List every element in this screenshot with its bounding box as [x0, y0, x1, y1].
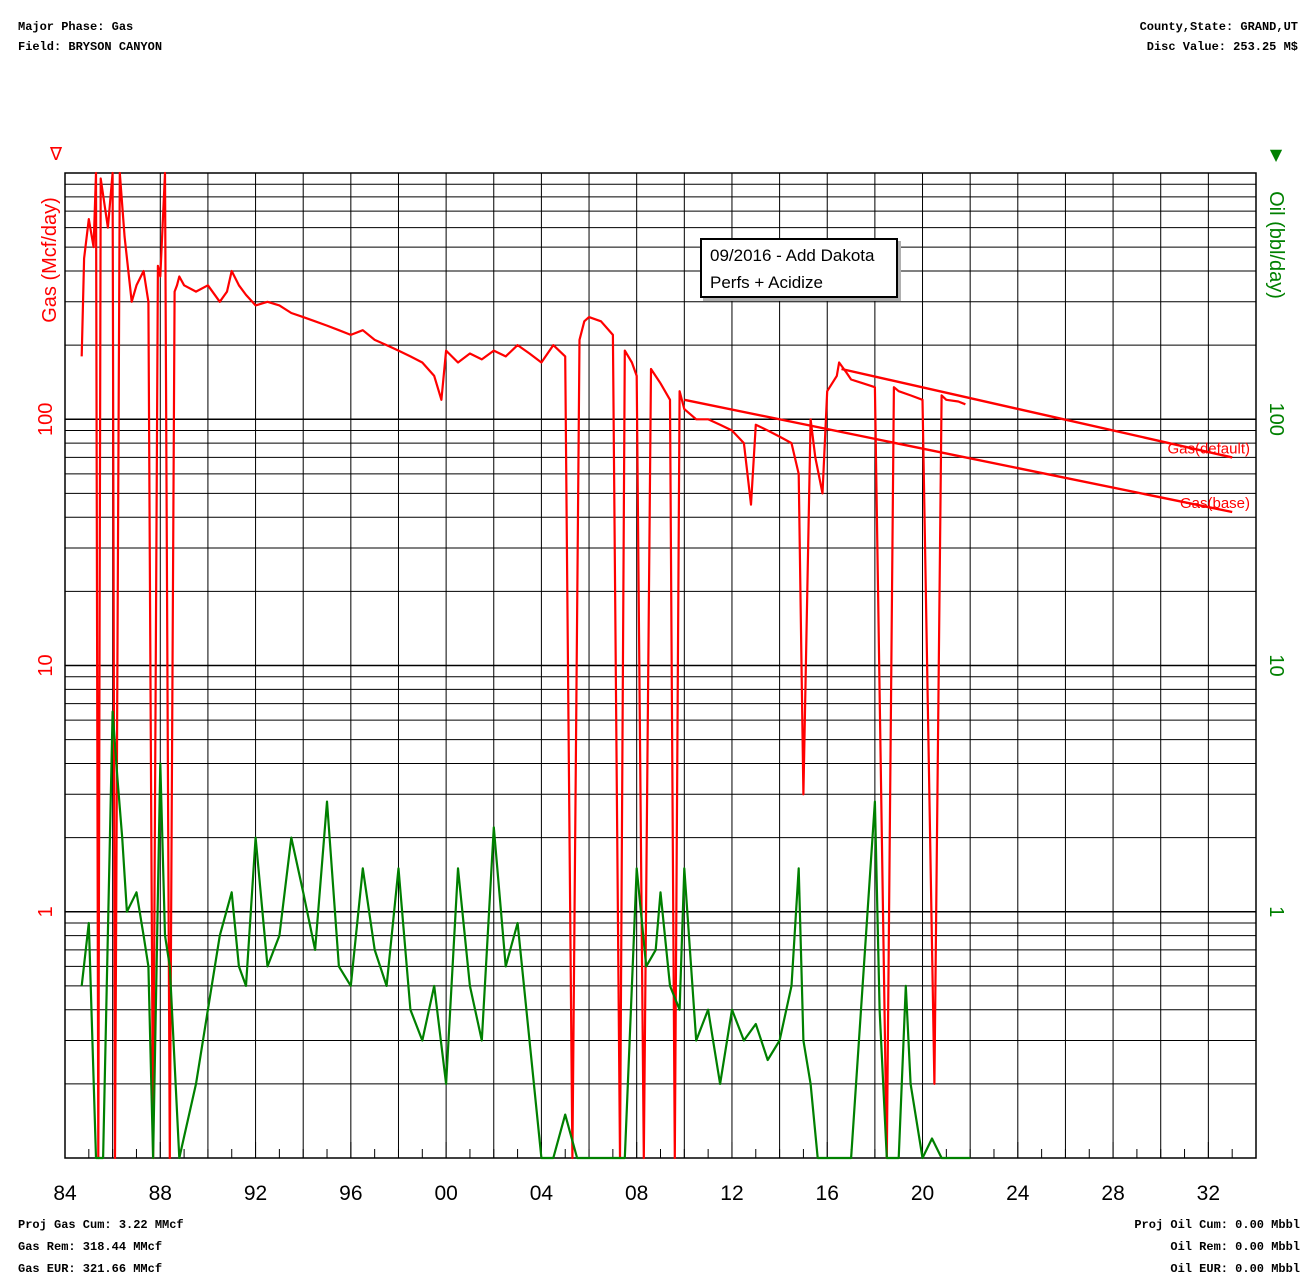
- tick-labels: 84 88 92 96 00 04 08 12 16 20 24 28 32 1 1 10 10 100 100 Ga…: [35, 403, 1287, 1205]
- x-tick-label: 96: [339, 1182, 362, 1205]
- gas-eur: Gas EUR: 321.66 MMcf: [18, 1262, 163, 1276]
- y-tick-label-left: 10: [35, 654, 57, 676]
- y-tick-label-right: 10: [1265, 654, 1287, 676]
- x-tick-label: 92: [244, 1182, 267, 1205]
- x-tick-label: 08: [625, 1182, 648, 1205]
- forecast-label: Gas(base): [1180, 495, 1250, 512]
- major-phase: Major Phase: Gas: [18, 20, 134, 34]
- x-tick-label: 88: [149, 1182, 172, 1205]
- series-layer: [80, 171, 1233, 1160]
- series-line-gas: [80, 171, 966, 1160]
- y-tick-label-right: 1: [1265, 906, 1287, 917]
- x-tick-label: 16: [816, 1182, 839, 1205]
- proj-gas-cum: Proj Gas Cum: 3.22 MMcf: [18, 1218, 184, 1232]
- oil-eur: Oil EUR: 0.00 Mbbl: [1170, 1262, 1300, 1276]
- forecast-label: Gas(default): [1167, 440, 1250, 457]
- annotation-line-2: Perfs + Acidize: [710, 273, 823, 292]
- x-tick-label: 00: [434, 1182, 457, 1205]
- grid: [64, 172, 1257, 1159]
- annotation-line-1: 09/2016 - Add Dakota: [710, 246, 875, 265]
- proj-oil-cum: Proj Oil Cum: 0.00 Mbbl: [1134, 1218, 1300, 1232]
- x-tick-label: 04: [530, 1182, 554, 1205]
- right-axis-label: Oil (bbl/day): [1265, 191, 1287, 299]
- oil-rem: Oil Rem: 0.00 Mbbl: [1170, 1240, 1300, 1254]
- county-state: County,State: GRAND,UT: [1139, 20, 1298, 34]
- axis-ticks: [64, 1142, 1257, 1158]
- series-line-oil: [80, 710, 971, 1160]
- disc-value: Disc Value: 253.25 M$: [1146, 40, 1298, 54]
- left-axis-label: Gas (Mcf/day): [39, 197, 61, 323]
- x-tick-label: 20: [911, 1182, 934, 1205]
- x-tick-label: 84: [53, 1182, 77, 1205]
- left-axis-marker: ∇: [49, 144, 63, 165]
- x-tick-label: 32: [1197, 1182, 1220, 1205]
- x-tick-label: 28: [1101, 1182, 1124, 1205]
- y-tick-label-right: 100: [1265, 403, 1287, 436]
- gas-rem: Gas Rem: 318.44 MMcf: [18, 1240, 163, 1254]
- series-line-gas-default-: [841, 367, 1233, 459]
- y-tick-label-left: 100: [35, 403, 57, 436]
- right-axis-marker: ▼: [1270, 145, 1283, 164]
- y-tick-label-left: 1: [35, 906, 57, 917]
- annotation-callout: 09/2016 - Add Dakota Perfs + Acidize: [700, 238, 898, 298]
- x-tick-label: 12: [720, 1182, 743, 1205]
- field-name: Field: BRYSON CANYON: [18, 40, 163, 54]
- series-line-gas-base-: [684, 398, 1233, 514]
- x-tick-label: 24: [1006, 1182, 1030, 1205]
